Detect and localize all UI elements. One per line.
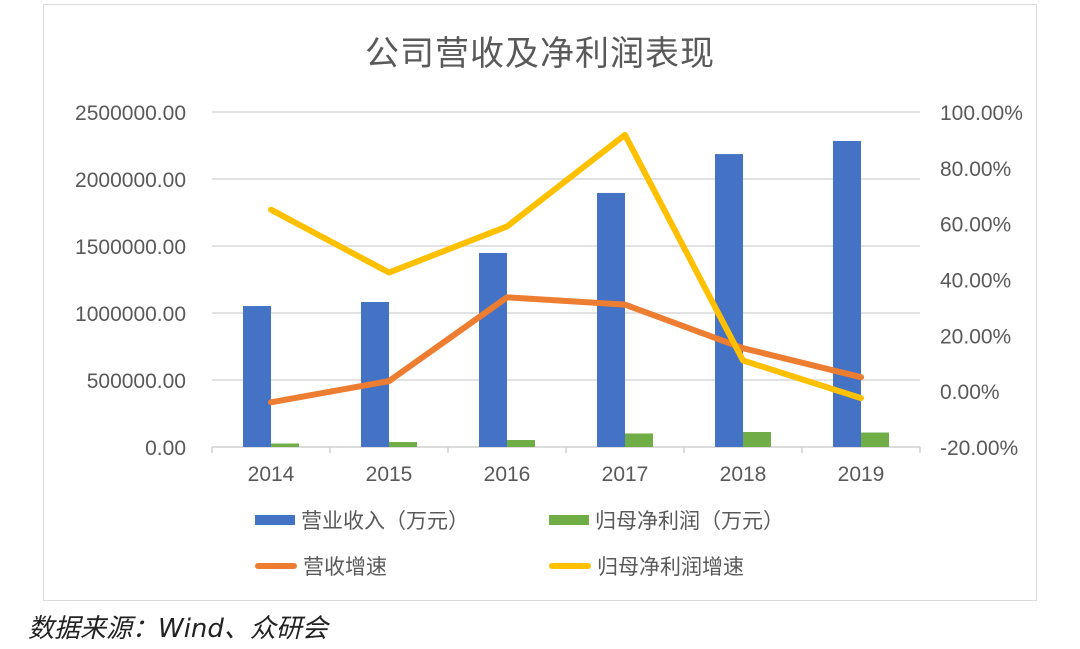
bar-net-profit — [271, 443, 299, 447]
left-axis-tick-label: 2500000.00 — [75, 102, 186, 125]
bar-revenue — [361, 302, 389, 447]
legend-item-revenue-growth: 营收增速 — [255, 551, 387, 581]
left-axis-tick-label: 1000000.00 — [75, 303, 186, 326]
bar-revenue — [715, 154, 743, 448]
legend-label: 营收增速 — [303, 555, 387, 579]
bar-revenue — [479, 252, 507, 447]
right-axis-tick-label: -20.00% — [940, 437, 1018, 460]
legend-swatch-revenue — [255, 515, 295, 525]
right-axis-tick-label: 20.00% — [940, 325, 1011, 348]
legend-label: 归母净利润（万元） — [595, 509, 784, 533]
bar-net-profit — [507, 440, 535, 447]
x-axis-tick-label: 2018 — [720, 463, 767, 486]
bar-net-profit — [389, 442, 417, 447]
legend-label: 归母净利润增速 — [597, 555, 744, 579]
bar-net-profit — [861, 432, 889, 447]
line-revenue-growth — [268, 294, 864, 406]
bar-revenue — [833, 140, 861, 447]
line-net-profit-growth — [268, 131, 864, 402]
x-axis-tick-label: 2017 — [602, 463, 649, 486]
x-axis-tick-label: 2019 — [838, 463, 885, 486]
legend-item-net-profit: 归母净利润（万元） — [549, 505, 784, 535]
legend-swatch-revenue-growth — [255, 563, 297, 569]
x-axis-tick-label: 2015 — [366, 463, 413, 486]
legend-label: 营业收入（万元） — [301, 509, 469, 533]
bar-net-profit — [743, 431, 771, 447]
chart-frame — [43, 4, 1037, 601]
right-axis-tick-label: 0.00% — [940, 381, 1000, 404]
x-axis-tick-label: 2014 — [248, 463, 295, 486]
chart-title: 公司营收及净利润表现 — [365, 34, 715, 74]
data-source-note: 数据来源：Wind、众研会 — [28, 614, 328, 644]
legend-item-net-profit-growth: 归母净利润增速 — [549, 551, 744, 581]
right-axis-tick-label: 100.00% — [940, 102, 1023, 125]
legend-item-revenue: 营业收入（万元） — [255, 505, 469, 535]
left-axis-tick-label: 500000.00 — [87, 370, 186, 393]
bar-revenue — [597, 192, 625, 447]
left-axis-tick-label: 0.00 — [145, 437, 186, 460]
right-axis-tick-label: 40.00% — [940, 270, 1011, 293]
bar-net-profit — [625, 433, 653, 447]
bar-revenue — [243, 306, 271, 447]
left-axis-tick-label: 1500000.00 — [75, 236, 186, 259]
right-axis-tick-label: 80.00% — [940, 158, 1011, 181]
left-axis-tick-label: 2000000.00 — [75, 169, 186, 192]
x-axis-tick-label: 2016 — [484, 463, 531, 486]
right-axis-tick-label: 60.00% — [940, 214, 1011, 237]
legend-swatch-net-profit — [549, 515, 589, 525]
legend-swatch-net-profit-growth — [549, 563, 591, 569]
